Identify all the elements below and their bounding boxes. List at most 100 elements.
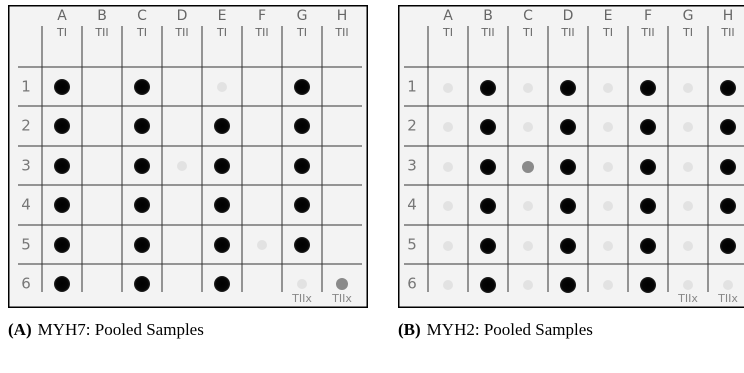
blot-dot xyxy=(134,276,150,292)
blot-dot xyxy=(720,119,736,135)
cell-note: TIIx xyxy=(717,292,738,305)
column-type: TII xyxy=(640,26,654,39)
blot-dot xyxy=(480,277,496,293)
blot-dot xyxy=(54,158,70,174)
column-letter: G xyxy=(683,8,694,24)
blot-dot xyxy=(54,197,70,213)
column-letter: G xyxy=(297,8,308,24)
blot-dot xyxy=(640,159,656,175)
column-letter: B xyxy=(97,8,107,24)
caption: (B)MYH2: Pooled Samples xyxy=(398,320,593,339)
column-letter: C xyxy=(523,8,533,24)
blot-dot xyxy=(683,201,693,211)
blot-dot xyxy=(560,159,576,175)
blot-dot xyxy=(522,161,534,173)
column-type: TI xyxy=(56,26,67,39)
column-type: TI xyxy=(136,26,147,39)
blot-dot xyxy=(134,79,150,95)
column-type: TI xyxy=(296,26,307,39)
row-number: 4 xyxy=(407,196,417,214)
row-number: 4 xyxy=(21,196,31,214)
blot-dot xyxy=(560,277,576,293)
blot-dot xyxy=(134,197,150,213)
row-number: 6 xyxy=(407,275,417,293)
blot-dot xyxy=(54,276,70,292)
blot-dot xyxy=(523,83,533,93)
column-type: TII xyxy=(720,26,734,39)
column-type: TI xyxy=(216,26,227,39)
blot-dot xyxy=(560,238,576,254)
blot-dot xyxy=(214,158,230,174)
blot-dot xyxy=(640,80,656,96)
column-type: TII xyxy=(94,26,108,39)
blot-dot xyxy=(640,119,656,135)
column-letter: B xyxy=(483,8,493,24)
panel-frame xyxy=(399,6,744,308)
blot-dot xyxy=(720,238,736,254)
blot-dot xyxy=(214,276,230,292)
blot-dot xyxy=(480,80,496,96)
column-type: TII xyxy=(174,26,188,39)
blot-dot xyxy=(443,241,453,251)
blot-dot xyxy=(603,83,613,93)
column-type: TII xyxy=(560,26,574,39)
caption: (A)MYH7: Pooled Samples xyxy=(8,320,204,339)
blot-dot xyxy=(257,240,267,250)
column-letter: E xyxy=(604,8,613,24)
column-type: TII xyxy=(334,26,348,39)
blot-dot xyxy=(603,280,613,290)
blot-dot xyxy=(480,119,496,135)
blot-dot xyxy=(134,158,150,174)
blot-dot xyxy=(603,162,613,172)
blot-dot xyxy=(294,237,310,253)
caption-label: (B) xyxy=(398,320,421,339)
blot-dot xyxy=(523,122,533,132)
page: ATIBTIICTIDTIIETIFTIIGTIHTII123456TIIxTI… xyxy=(0,0,744,369)
blot-dot xyxy=(294,118,310,134)
blot-dot xyxy=(523,241,533,251)
blot-dot xyxy=(177,161,187,171)
column-type: TI xyxy=(522,26,533,39)
blot-dot xyxy=(214,237,230,253)
blot-dot xyxy=(683,122,693,132)
panel-frame xyxy=(9,6,368,308)
blot-dot xyxy=(336,278,348,290)
blot-dot xyxy=(683,280,693,290)
blot-dot xyxy=(683,162,693,172)
row-number: 2 xyxy=(21,117,31,135)
blot-dot xyxy=(523,280,533,290)
blot-dot xyxy=(480,159,496,175)
column-letter: D xyxy=(177,8,188,24)
blot-dot xyxy=(723,280,733,290)
blot-dot xyxy=(54,79,70,95)
blot-dot xyxy=(134,237,150,253)
blot-dot xyxy=(217,82,227,92)
blot-dot xyxy=(134,118,150,134)
blot-dot xyxy=(54,237,70,253)
column-letter: D xyxy=(563,8,574,24)
blot-dot xyxy=(54,118,70,134)
caption-text: MYH7: Pooled Samples xyxy=(38,320,204,339)
blot-dot xyxy=(603,201,613,211)
row-number: 2 xyxy=(407,117,417,135)
row-number: 1 xyxy=(21,78,31,96)
blot-dot xyxy=(443,162,453,172)
row-number: 6 xyxy=(21,275,31,293)
column-letter: F xyxy=(644,8,652,24)
column-type: TI xyxy=(602,26,613,39)
column-letter: H xyxy=(337,8,348,24)
cell-note: TIIx xyxy=(677,292,698,305)
cell-note: TIIx xyxy=(291,292,312,305)
blot-dot xyxy=(443,201,453,211)
column-letter: H xyxy=(723,8,734,24)
blot-dot xyxy=(640,238,656,254)
blot-dot xyxy=(683,83,693,93)
blot-dot xyxy=(640,198,656,214)
blot-dot xyxy=(640,277,656,293)
blot-dot xyxy=(443,280,453,290)
blot-dot xyxy=(294,158,310,174)
column-letter: A xyxy=(57,8,67,24)
blot-dot xyxy=(294,197,310,213)
